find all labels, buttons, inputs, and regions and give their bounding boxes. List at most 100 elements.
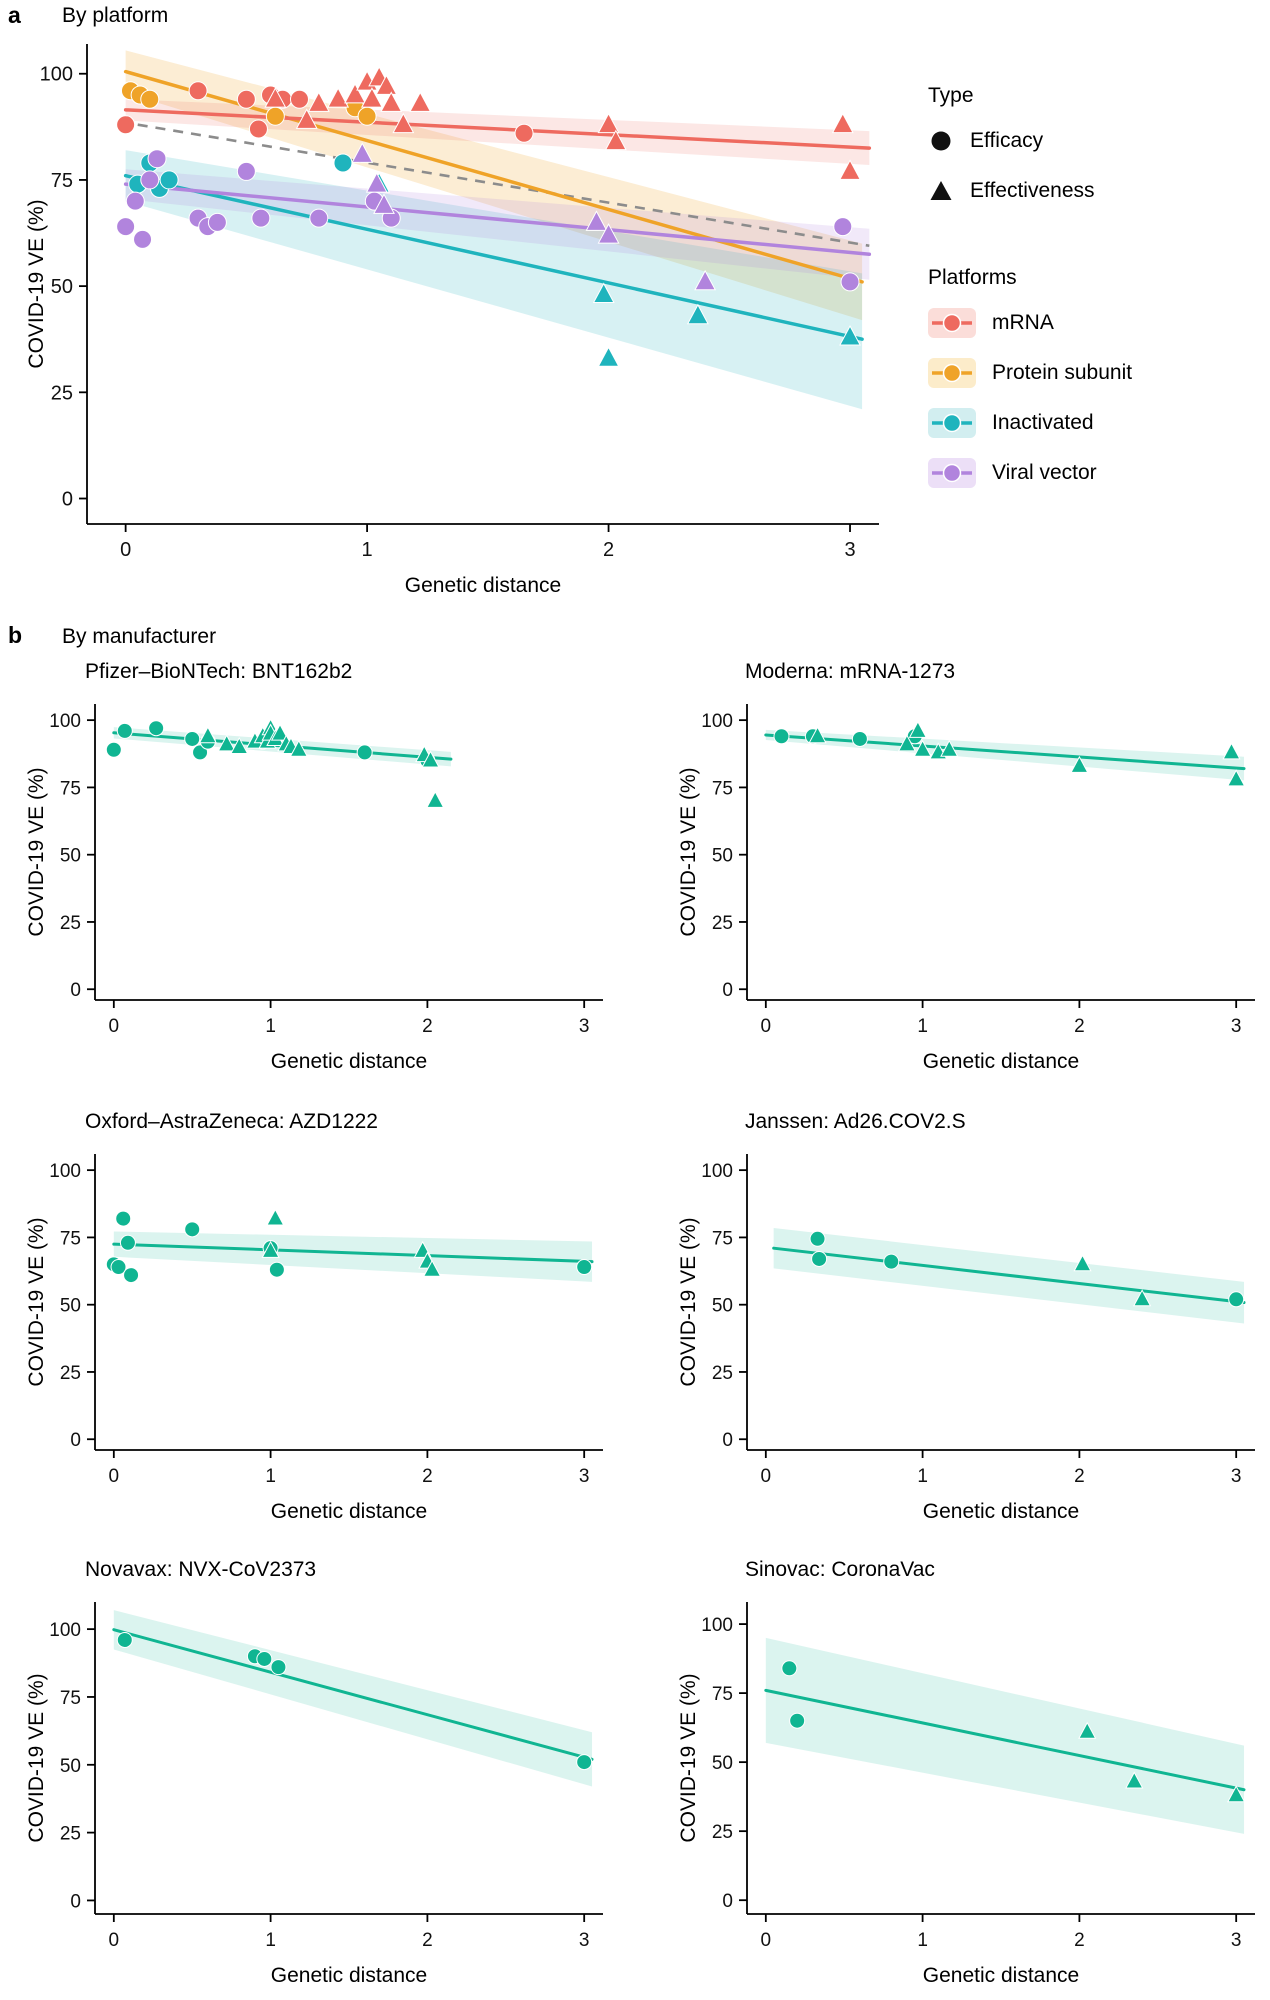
svg-text:0: 0 — [120, 539, 131, 561]
legend-item-protein-subunit: Protein subunit — [928, 348, 1258, 398]
svg-text:0: 0 — [70, 980, 81, 1001]
svg-text:1: 1 — [265, 1016, 276, 1037]
svg-text:2: 2 — [603, 539, 614, 561]
chart-title-novavax: Novavax: NVX-CoV2373 — [85, 1558, 317, 1581]
svg-text:100: 100 — [49, 1161, 81, 1182]
chart-canvas: 0 1 2 3 0 25 50 75 100 Genetic distance COVID-19 V… — [677, 704, 1255, 1073]
svg-text:0: 0 — [761, 1466, 772, 1487]
svg-text:50: 50 — [60, 846, 81, 867]
protein-subunit-key-icon — [928, 358, 976, 388]
svg-text:Genetic distance: Genetic distance — [923, 1500, 1079, 1523]
svg-text:75: 75 — [712, 1684, 733, 1705]
svg-text:100: 100 — [701, 711, 733, 732]
svg-text:2: 2 — [422, 1016, 433, 1037]
svg-text:75: 75 — [712, 778, 733, 799]
legend-label-efficacy: Efficacy — [970, 129, 1044, 152]
legend-type-title: Type — [928, 84, 974, 107]
panel-b-label: b — [8, 622, 23, 648]
legend-item-viral-vector: Viral vector — [928, 448, 1258, 498]
legend-label-inactivated: Inactivated — [992, 411, 1094, 434]
novavax-chart: 0 1 2 3 0 25 50 75 100 Genetic distance COVID-19 V… — [25, 1588, 625, 2000]
svg-text:COVID-19 VE (%): COVID-19 VE (%) — [25, 1217, 48, 1386]
legend-item-mrna: mRNA — [928, 298, 1258, 348]
svg-text:COVID-19 VE (%): COVID-19 VE (%) — [677, 1217, 700, 1386]
svg-text:25: 25 — [60, 913, 81, 934]
svg-text:75: 75 — [60, 1228, 81, 1249]
svg-text:1: 1 — [917, 1016, 928, 1037]
svg-text:25: 25 — [60, 1824, 81, 1845]
svg-text:75: 75 — [712, 1228, 733, 1249]
svg-text:0: 0 — [761, 1930, 772, 1951]
legend-label-protein-subunit: Protein subunit — [992, 361, 1133, 384]
svg-text:0: 0 — [761, 1016, 772, 1037]
chart-canvas: 0 1 2 3 0 25 50 75 100 Genetic distance COVID-19 V… — [25, 1154, 603, 1523]
svg-text:2: 2 — [422, 1466, 433, 1487]
svg-text:2: 2 — [1074, 1016, 1085, 1037]
svg-text:3: 3 — [1231, 1930, 1242, 1951]
svg-text:Genetic distance: Genetic distance — [271, 1500, 427, 1523]
svg-text:COVID-19 VE (%): COVID-19 VE (%) — [677, 767, 700, 936]
svg-text:3: 3 — [1231, 1466, 1242, 1487]
legend-label-viral-vector: Viral vector — [992, 461, 1097, 484]
svg-text:100: 100 — [49, 711, 81, 732]
svg-text:2: 2 — [422, 1930, 433, 1951]
janssen-chart: 0 1 2 3 0 25 50 75 100 Genetic distance COVID-19 V… — [677, 1140, 1270, 1532]
svg-text:2: 2 — [1074, 1930, 1085, 1951]
astrazeneca-chart: 0 1 2 3 0 25 50 75 100 Genetic distance COVID-19 V… — [25, 1140, 625, 1532]
svg-text:3: 3 — [579, 1466, 590, 1487]
svg-text:COVID-19 VE (%): COVID-19 VE (%) — [677, 1673, 700, 1842]
legend-item-inactivated: Inactivated — [928, 398, 1258, 448]
svg-text:0: 0 — [722, 980, 733, 1001]
chart-title-sinovac: Sinovac: CoronaVac — [745, 1558, 935, 1581]
svg-text:25: 25 — [712, 913, 733, 934]
svg-text:25: 25 — [712, 1363, 733, 1384]
svg-text:0: 0 — [70, 1430, 81, 1451]
svg-text:3: 3 — [844, 539, 855, 561]
legend: Type Efficacy Effectiveness Platforms mR… — [928, 84, 1258, 498]
svg-text:Genetic distance: Genetic distance — [923, 1050, 1079, 1073]
svg-text:25: 25 — [51, 382, 73, 404]
svg-text:0: 0 — [722, 1430, 733, 1451]
svg-text:Genetic distance: Genetic distance — [405, 574, 561, 597]
svg-text:100: 100 — [49, 1620, 81, 1641]
svg-text:0: 0 — [722, 1891, 733, 1912]
svg-text:50: 50 — [712, 1753, 733, 1774]
svg-text:COVID-19 VE (%): COVID-19 VE (%) — [25, 1673, 48, 1842]
chart-canvas: 0 1 2 3 0 25 50 75 100 Genetic distance COVID-19 V… — [677, 1602, 1255, 1987]
svg-text:75: 75 — [60, 778, 81, 799]
chart-title-moderna: Moderna: mRNA-1273 — [745, 660, 956, 683]
legend-item-efficacy: Efficacy — [928, 116, 1258, 166]
svg-text:100: 100 — [701, 1615, 733, 1636]
legend-item-effectiveness: Effectiveness — [928, 166, 1258, 216]
svg-text:50: 50 — [60, 1756, 81, 1777]
svg-text:50: 50 — [712, 1296, 733, 1317]
svg-text:1: 1 — [917, 1930, 928, 1951]
svg-text:1: 1 — [265, 1930, 276, 1951]
chart-canvas: 0 1 2 3 0 25 50 75 100 Genetic distance COVID-19 V… — [25, 704, 603, 1073]
svg-text:100: 100 — [40, 64, 73, 86]
legend-platforms-title: Platforms — [928, 266, 1017, 289]
svg-text:2: 2 — [1074, 1466, 1085, 1487]
svg-text:3: 3 — [1231, 1016, 1242, 1037]
chart-canvas: 0 1 2 3 0 25 50 75 100 Genetic distance COVID-19 V… — [677, 1154, 1255, 1523]
viral-vector-key-icon — [928, 458, 976, 488]
svg-text:0: 0 — [109, 1016, 120, 1037]
moderna-chart: 0 1 2 3 0 25 50 75 100 Genetic distance COVID-19 V… — [677, 690, 1270, 1082]
chart-canvas: 0 1 2 3 0 25 50 75 100 Genetic distance COVID-19 V… — [25, 1602, 603, 1987]
svg-text:50: 50 — [60, 1296, 81, 1317]
panel-a-label: a — [8, 2, 21, 28]
svg-text:25: 25 — [712, 1822, 733, 1843]
svg-text:75: 75 — [60, 1688, 81, 1709]
panel-b-title: By manufacturer — [62, 625, 217, 648]
svg-text:0: 0 — [70, 1891, 81, 1912]
triangle-icon — [928, 179, 954, 203]
svg-text:0: 0 — [109, 1930, 120, 1951]
svg-text:COVID-19 VE (%): COVID-19 VE (%) — [25, 767, 48, 936]
platform-chart: 0 1 2 3 0 25 50 75 100 Genetic distance COVID-19 V… — [25, 28, 893, 616]
svg-text:25: 25 — [60, 1363, 81, 1384]
circle-icon — [928, 129, 954, 153]
chart-canvas: 0 1 2 3 0 25 50 75 100 Genetic distance COVID-19 V… — [25, 44, 879, 597]
panel-a-title: By platform — [62, 4, 169, 27]
svg-text:3: 3 — [579, 1016, 590, 1037]
